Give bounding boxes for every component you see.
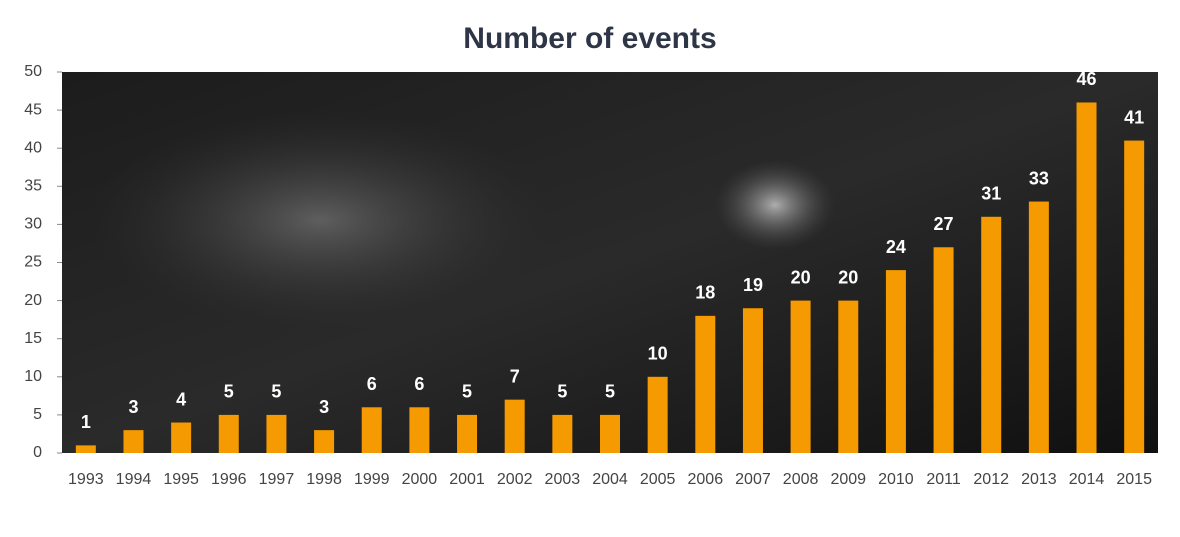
value-label: 20 [791,267,811,287]
bar [171,422,192,453]
value-label: 5 [224,382,234,402]
y-tick-label: 15 [24,330,42,347]
bar [885,270,906,453]
x-tick-label: 1996 [211,471,247,488]
bar [123,430,144,453]
bar [1028,201,1049,453]
value-label: 27 [934,214,954,234]
y-tick-label: 0 [33,444,42,461]
chart-title: Number of events [463,22,716,55]
x-tick-label: 2009 [830,471,866,488]
x-tick-label: 2001 [449,471,485,488]
y-tick-label: 45 [24,101,42,118]
bar [457,414,478,453]
x-tick-label: 2007 [735,471,771,488]
x-tick-label: 2015 [1116,471,1152,488]
value-label: 4 [176,389,186,409]
bar [504,399,525,453]
x-tick-label: 2000 [402,471,438,488]
bar [1124,140,1145,453]
x-tick-label: 2006 [688,471,724,488]
x-tick-label: 2013 [1021,471,1057,488]
bar [838,300,859,453]
bar [75,445,96,453]
x-tick-label: 2005 [640,471,676,488]
y-tick-label: 30 [24,216,42,233]
value-label: 5 [271,382,281,402]
value-label: 5 [605,382,615,402]
value-label: 46 [1077,69,1097,89]
value-label: 6 [414,374,424,394]
y-tick-label: 40 [24,139,42,156]
bar [218,414,239,453]
bar [266,414,287,453]
value-label: 33 [1029,168,1049,188]
x-tick-label: 1997 [259,471,295,488]
bar [314,430,335,453]
x-tick-label: 2012 [973,471,1009,488]
y-tick-label: 25 [24,254,42,271]
x-tick-label: 2003 [545,471,581,488]
bar [647,376,668,453]
value-label: 5 [557,382,567,402]
bar [933,247,954,453]
value-label: 19 [743,275,763,295]
value-label: 18 [695,283,715,303]
x-tick-label: 2014 [1069,471,1105,488]
bar [981,216,1002,453]
x-tick-label: 1999 [354,471,390,488]
value-label: 24 [886,237,906,257]
bar [695,315,716,453]
bar [361,407,382,453]
value-label: 7 [510,366,520,386]
x-tick-label: 2008 [783,471,819,488]
bar [790,300,811,453]
x-tick-label: 2010 [878,471,914,488]
value-label: 10 [648,344,668,364]
value-label: 3 [128,397,138,417]
bar [1076,102,1097,453]
x-tick-label: 2002 [497,471,533,488]
bar [742,308,763,453]
bar [409,407,430,453]
value-label: 3 [319,397,329,417]
y-tick-label: 20 [24,292,42,309]
value-label: 31 [981,184,1001,204]
value-label: 6 [367,374,377,394]
y-tick-label: 5 [33,406,42,423]
x-tick-label: 1998 [306,471,342,488]
value-label: 20 [838,267,858,287]
y-tick-label: 10 [24,368,42,385]
y-tick-label: 35 [24,178,42,195]
bar [552,414,573,453]
value-label: 41 [1124,107,1144,127]
x-tick-label: 2004 [592,471,628,488]
x-tick-label: 1995 [163,471,199,488]
x-tick-label: 1994 [116,471,152,488]
bar [600,414,620,453]
x-tick-label: 2011 [926,471,961,488]
x-tick-label: 1993 [68,471,104,488]
background-light [715,160,835,250]
value-label: 5 [462,382,472,402]
value-label: 1 [81,412,91,432]
y-tick-label: 50 [24,63,42,80]
background-photo [90,110,550,330]
